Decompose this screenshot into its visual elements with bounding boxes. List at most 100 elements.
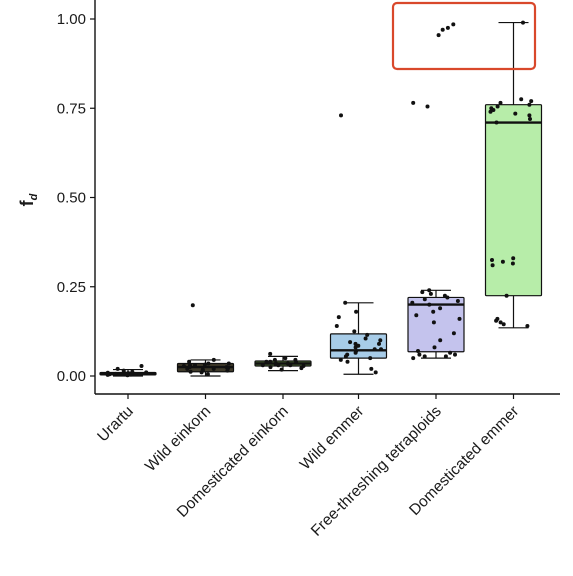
data-point [113, 371, 118, 376]
y-tick-label: 1.00 [57, 11, 86, 28]
data-point [276, 363, 281, 368]
data-point [504, 293, 509, 298]
data-point [440, 27, 445, 32]
data-point [420, 290, 425, 295]
data-point [451, 22, 456, 27]
data-point [410, 300, 415, 305]
data-point [125, 371, 130, 376]
plot-area [99, 1, 543, 378]
data-point [445, 25, 450, 30]
data-point [498, 320, 503, 325]
data-point [363, 336, 368, 341]
data-point [457, 316, 462, 321]
data-point [513, 111, 518, 116]
data-point [338, 357, 343, 362]
data-point [264, 359, 269, 364]
box-5 [484, 104, 543, 297]
data-point [345, 359, 350, 364]
data-point [448, 350, 453, 355]
data-point [133, 372, 138, 377]
data-point [436, 33, 441, 38]
data-point [527, 102, 532, 107]
y-tick-label: 0.75 [57, 100, 86, 117]
data-point [115, 366, 120, 371]
data-point [521, 20, 525, 25]
data-point [190, 303, 195, 308]
data-point [491, 108, 496, 112]
data-point [498, 100, 503, 105]
data-point [144, 370, 149, 375]
data-point [121, 368, 126, 373]
data-point [368, 356, 373, 361]
data-point [451, 331, 456, 336]
data-point [339, 113, 343, 118]
data-point [411, 356, 416, 361]
data-point [139, 364, 144, 368]
data-point [501, 322, 506, 327]
data-point [348, 340, 353, 345]
data-point [373, 370, 378, 375]
data-point [299, 366, 304, 371]
data-point [105, 372, 110, 377]
data-point [354, 309, 359, 314]
data-point [378, 338, 383, 343]
data-point [193, 363, 197, 368]
data-point [490, 263, 495, 268]
data-point [206, 361, 211, 366]
data-point [334, 324, 339, 328]
data-point [365, 332, 370, 337]
data-point [377, 341, 381, 346]
y-tick-label: 0.25 [57, 279, 86, 296]
data-point [353, 350, 358, 355]
data-point [268, 351, 273, 356]
data-point [353, 345, 358, 350]
data-point [519, 97, 524, 102]
data-point [202, 362, 207, 367]
data-point [211, 366, 216, 371]
data-point [495, 104, 500, 109]
x-category-label: Wild einkorn [142, 403, 214, 475]
data-point [260, 363, 265, 368]
data-point [188, 369, 193, 374]
data-point [187, 359, 192, 364]
data-point [438, 306, 443, 311]
data-point [488, 109, 493, 114]
data-point [431, 320, 436, 325]
data-point [130, 369, 135, 374]
data-point [268, 365, 273, 370]
data-point [283, 356, 288, 361]
data-point [453, 352, 457, 357]
data-point [422, 297, 427, 302]
x-category-label: Wild emmer [297, 403, 367, 473]
data-point [187, 365, 192, 370]
data-point [528, 117, 532, 121]
y-tick-label: 0.50 [57, 190, 86, 207]
data-point [428, 291, 433, 296]
data-point [427, 288, 432, 293]
data-point [272, 357, 277, 362]
data-point [200, 368, 205, 373]
data-point [425, 104, 430, 109]
data-point [181, 364, 186, 368]
data-point [443, 354, 448, 359]
data-point [336, 315, 341, 320]
data-point [211, 357, 216, 362]
data-point [432, 345, 437, 350]
highlight-box [391, 1, 537, 71]
data-point [529, 99, 534, 104]
data-point [431, 309, 436, 314]
data-point [417, 352, 422, 357]
data-point [352, 329, 357, 334]
data-point [343, 354, 348, 359]
box-4 [407, 296, 465, 353]
data-point [495, 316, 500, 321]
data-point [226, 361, 231, 366]
data-point [288, 363, 293, 368]
data-point [445, 295, 450, 300]
x-category-label: Free-threshing tetraploids [308, 403, 445, 540]
data-point [500, 259, 505, 264]
data-point [527, 113, 532, 118]
data-point [343, 300, 348, 305]
data-point [411, 100, 416, 105]
